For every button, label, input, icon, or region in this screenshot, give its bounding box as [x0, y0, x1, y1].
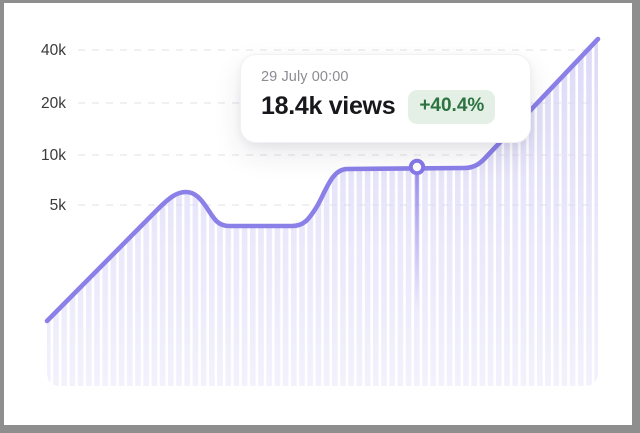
trend-line — [44, 36, 601, 324]
y-tick-20k: 20k — [41, 95, 66, 112]
tooltip-row: 18.4k views +40.4% — [261, 90, 510, 124]
chart-card: 40k 20k 10k 5k 29 July 00:00 18.4k views… — [4, 3, 632, 425]
views-trend-chart[interactable]: 40k 20k 10k 5k — [4, 3, 632, 425]
area-fill — [47, 39, 598, 386]
y-tick-10k: 10k — [41, 147, 66, 164]
y-axis: 40k 20k 10k 5k — [41, 42, 66, 214]
tooltip-date: 29 July 00:00 — [261, 69, 349, 85]
tooltip: 29 July 00:00 18.4k views +40.4% — [240, 54, 531, 143]
cursor-line — [415, 173, 419, 311]
y-tick-40k: 40k — [41, 42, 66, 59]
tooltip-value: 18.4k views — [261, 92, 396, 121]
y-tick-5k: 5k — [50, 197, 67, 214]
data-point-marker[interactable] — [408, 158, 426, 176]
change-badge: +40.4% — [408, 90, 496, 124]
